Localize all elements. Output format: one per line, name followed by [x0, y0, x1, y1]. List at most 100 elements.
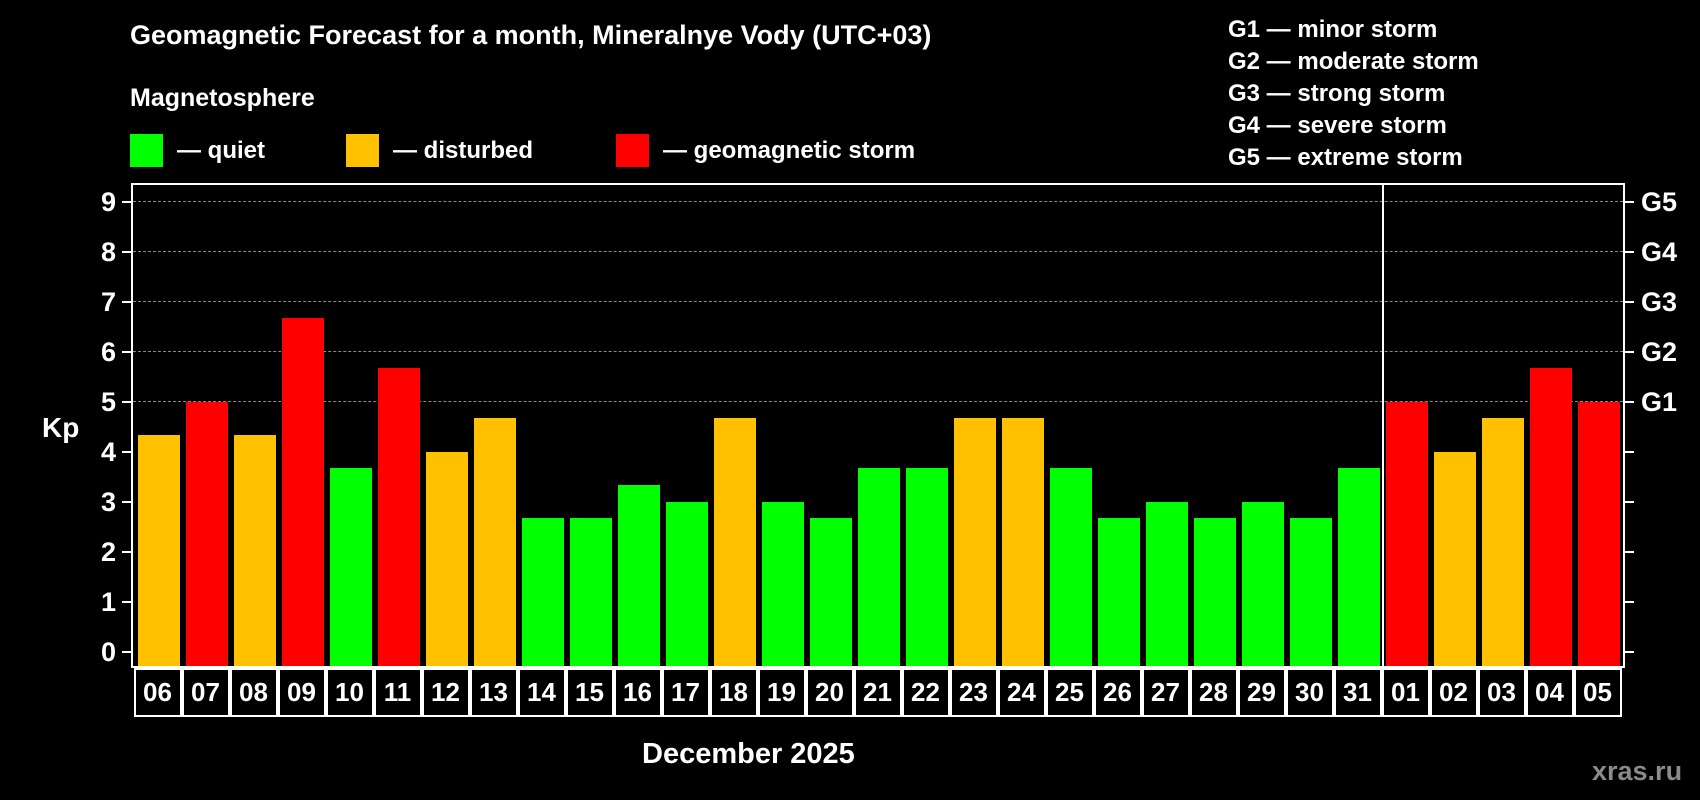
bar-07: [185, 401, 228, 668]
legend-quiet: — quiet: [130, 134, 265, 167]
y-tick-label: 7: [100, 286, 116, 317]
date-label-03: 03: [1477, 668, 1526, 717]
bar-03: [1481, 418, 1524, 668]
bar-21: [857, 468, 900, 668]
y-tick: [122, 200, 131, 203]
date-label-23: 23: [949, 668, 998, 717]
bar-05: [1577, 401, 1620, 668]
y-tick: [122, 450, 131, 453]
g-scale-label: G5: [1641, 186, 1678, 217]
bar-14: [521, 518, 564, 668]
y-tick-label: 2: [100, 536, 116, 567]
legend-disturbed-label: — disturbed: [393, 136, 534, 164]
date-label-02: 02: [1429, 668, 1478, 717]
gridline: [133, 401, 1623, 403]
bar-19: [761, 501, 804, 668]
g-scale-label: G3: [1641, 286, 1678, 317]
bar-26: [1097, 518, 1140, 668]
y-tick: [122, 500, 131, 503]
gridline: [133, 201, 1623, 203]
y-tick-label: 5: [100, 386, 116, 417]
y-tick-label: 6: [100, 336, 116, 367]
gridline: [133, 251, 1623, 253]
date-label-11: 11: [373, 668, 422, 717]
bar-04: [1529, 368, 1572, 668]
date-label-26: 26: [1093, 668, 1142, 717]
gridline: [133, 301, 1623, 303]
y-tick-right: [1625, 650, 1634, 653]
date-label-07: 07: [181, 668, 230, 717]
date-label-14: 14: [517, 668, 566, 717]
legend-storm-label: — geomagnetic storm: [663, 136, 916, 164]
bar-01: [1385, 401, 1428, 668]
bar-24: [1001, 418, 1044, 668]
bar-28: [1193, 518, 1236, 668]
chart-title: Geomagnetic Forecast for a month, Minera…: [130, 20, 932, 50]
bar-25: [1049, 468, 1092, 668]
date-label-22: 22: [901, 668, 950, 717]
bar-02: [1433, 451, 1476, 668]
y-tick-right: [1625, 600, 1634, 603]
y-tick: [122, 650, 131, 653]
storm-scale-g1: G1 — minor storm: [1228, 16, 1438, 43]
bar-20: [809, 518, 852, 668]
date-label-01: 01: [1381, 668, 1430, 717]
g-scale-label: G4: [1641, 236, 1678, 267]
date-label-18: 18: [709, 668, 758, 717]
plot-frame: [131, 183, 1625, 668]
bar-27: [1145, 501, 1188, 668]
y-tick-label: 3: [100, 486, 116, 517]
date-label-30: 30: [1285, 668, 1334, 717]
storm-scale-g3: G3 — strong storm: [1228, 80, 1446, 107]
y-tick-right: [1625, 500, 1634, 503]
watermark: xras.ru: [1592, 756, 1683, 786]
bar-29: [1241, 501, 1284, 668]
disturbed-swatch-icon: [346, 134, 379, 167]
y-tick: [122, 600, 131, 603]
date-label-28: 28: [1189, 668, 1238, 717]
y-axis-label: Kp: [42, 412, 80, 443]
bar-10: [329, 468, 372, 668]
quiet-swatch-icon: [130, 134, 163, 167]
date-label-09: 09: [277, 668, 326, 717]
y-tick: [122, 300, 131, 303]
bar-22: [905, 468, 948, 668]
y-tick-label: 9: [100, 186, 116, 217]
date-label-05: 05: [1573, 668, 1622, 717]
bar-30: [1289, 518, 1332, 668]
storm-scale-legend: G1 — minor storm G2 — moderate storm G3 …: [1228, 14, 1479, 174]
bar-16: [617, 485, 660, 668]
bar-13: [473, 418, 516, 668]
legend-storm: — geomagnetic storm: [616, 134, 915, 167]
date-label-31: 31: [1333, 668, 1382, 717]
date-label-06: 06: [133, 668, 182, 717]
date-label-27: 27: [1141, 668, 1190, 717]
bar-31: [1337, 468, 1380, 668]
y-tick-right: [1625, 400, 1634, 403]
date-label-21: 21: [853, 668, 902, 717]
legend-disturbed: — disturbed: [346, 134, 533, 167]
date-label-10: 10: [325, 668, 374, 717]
y-tick-right: [1625, 350, 1634, 353]
y-tick-label: 4: [100, 436, 116, 467]
y-tick-right: [1625, 200, 1634, 203]
legend-quiet-label: — quiet: [177, 136, 265, 164]
bar-08: [233, 435, 276, 668]
month-divider: [1381, 183, 1384, 668]
date-label-08: 08: [229, 668, 278, 717]
date-label-17: 17: [661, 668, 710, 717]
storm-scale-g2: G2 — moderate storm: [1228, 48, 1479, 75]
date-label-12: 12: [421, 668, 470, 717]
bar-18: [713, 418, 756, 668]
bar-11: [377, 368, 420, 668]
bar-15: [569, 518, 612, 668]
date-label-04: 04: [1525, 668, 1574, 717]
date-label-24: 24: [997, 668, 1046, 717]
storm-scale-g4: G4 — severe storm: [1228, 112, 1447, 139]
gridline: [133, 351, 1623, 353]
legend-title: Magnetosphere: [130, 84, 315, 112]
bar-23: [953, 418, 996, 668]
y-tick-label: 1: [100, 586, 116, 617]
date-label-15: 15: [565, 668, 614, 717]
date-label-16: 16: [613, 668, 662, 717]
